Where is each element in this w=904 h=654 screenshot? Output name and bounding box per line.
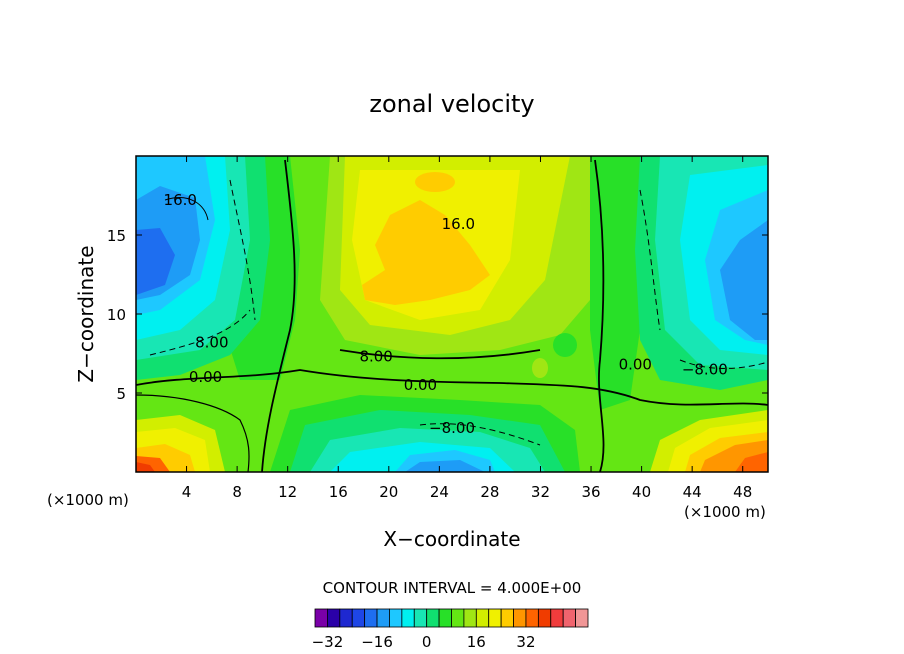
contour-line bbox=[339, 349, 541, 360]
colorbar-swatch bbox=[314, 608, 328, 628]
x-axis-label: X−coordinate bbox=[383, 527, 520, 551]
colorbar-swatch bbox=[513, 608, 527, 628]
colorbar-ticks: −32 −16 0 16 32 bbox=[312, 633, 536, 651]
colorbar-swatch bbox=[537, 608, 552, 628]
colorbar-tick-label: −32 bbox=[312, 633, 344, 651]
contour-line bbox=[261, 159, 296, 472]
contour-fill bbox=[362, 200, 490, 305]
contour-label: 0.00 bbox=[189, 368, 222, 386]
colorbar-swatch bbox=[438, 608, 452, 628]
colorbar bbox=[314, 608, 589, 628]
contour-fill bbox=[136, 228, 175, 295]
colorbar-swatch bbox=[475, 608, 490, 628]
contour-fill bbox=[735, 452, 768, 472]
contour-line bbox=[164, 197, 209, 221]
colorbar-swatch bbox=[426, 608, 440, 628]
contour-fill bbox=[720, 220, 768, 340]
contour-label: 8.00 bbox=[195, 333, 228, 351]
colorbar-swatch bbox=[525, 608, 539, 628]
contour-line bbox=[229, 179, 256, 321]
colorbar-swatch bbox=[389, 608, 403, 628]
contour-label: 0.00 bbox=[404, 376, 437, 394]
contour-label: 8.00 bbox=[359, 348, 392, 366]
x-tick-label: 28 bbox=[480, 483, 499, 501]
contour-labels: 16.0 16.0 8.00 0.00 8.00 0.00 −8.00 0.00 −8.00 bbox=[164, 191, 728, 437]
contour-fill bbox=[532, 358, 548, 378]
contour-line bbox=[419, 423, 541, 446]
colorbar-swatch bbox=[562, 608, 576, 628]
y-axis-label: Z−coordinate bbox=[74, 245, 98, 382]
contour-line bbox=[136, 369, 768, 406]
x-tick-label: 4 bbox=[182, 483, 192, 501]
x-tick-label: 36 bbox=[581, 483, 600, 501]
colorbar-swatch bbox=[463, 608, 477, 628]
contour-line bbox=[679, 359, 768, 369]
colorbar-swatch bbox=[575, 608, 589, 628]
x-tick-label: 16 bbox=[329, 483, 348, 501]
x-tick-label: 8 bbox=[232, 483, 242, 501]
colorbar-swatch bbox=[339, 608, 353, 628]
contour-label: 16.0 bbox=[442, 215, 475, 233]
y-tick-label: 5 bbox=[116, 385, 126, 403]
x-unit-left: (×1000 m) bbox=[47, 491, 129, 509]
colorbar-swatch bbox=[376, 608, 390, 628]
x-tick-label: 12 bbox=[278, 483, 297, 501]
plot-area bbox=[136, 156, 768, 472]
x-tick-label: 48 bbox=[733, 483, 752, 501]
contour-label: −8.00 bbox=[682, 360, 728, 378]
x-tick-label: 32 bbox=[531, 483, 550, 501]
contour-interval-text: CONTOUR INTERVAL = 4.000E+00 bbox=[323, 579, 582, 597]
x-tick-label: 44 bbox=[683, 483, 702, 501]
contour-fill bbox=[415, 172, 455, 192]
colorbar-swatch bbox=[327, 608, 341, 628]
colorbar-swatch bbox=[451, 608, 465, 628]
y-tick-label: 15 bbox=[107, 227, 126, 245]
colorbar-swatch bbox=[351, 608, 366, 628]
contour-line bbox=[594, 159, 605, 472]
colorbar-tick-label: −16 bbox=[361, 633, 393, 651]
y-axis-ticks: 5 10 15 bbox=[107, 227, 768, 403]
colorbar-swatch bbox=[488, 608, 502, 628]
colorbar-swatch bbox=[364, 608, 378, 628]
colorbar-swatch bbox=[413, 608, 428, 628]
colorbar-tick-label: 32 bbox=[516, 633, 535, 651]
colorbar-tick-label: 16 bbox=[467, 633, 486, 651]
contour-label: 0.00 bbox=[619, 356, 652, 374]
colorbar-swatch bbox=[500, 608, 514, 628]
contour-label: −8.00 bbox=[429, 419, 475, 437]
contour-line bbox=[149, 309, 251, 356]
contour-line bbox=[136, 394, 250, 472]
x-tick-label: 20 bbox=[379, 483, 398, 501]
colorbar-swatch bbox=[550, 608, 564, 628]
chart-title: zonal velocity bbox=[369, 90, 534, 118]
contour-fill bbox=[553, 333, 577, 357]
x-unit-right: (×1000 m) bbox=[684, 503, 766, 521]
colorbar-tick-label: 0 bbox=[422, 633, 432, 651]
contour-fill bbox=[405, 460, 485, 472]
x-axis-ticks: 4 8 12 16 20 24 28 32 36 40 44 48 bbox=[182, 156, 752, 501]
contour-line bbox=[639, 189, 661, 331]
colorbar-swatch bbox=[401, 608, 415, 628]
y-tick-label: 10 bbox=[107, 306, 126, 324]
contour-label: 16.0 bbox=[164, 191, 197, 209]
contour-fill bbox=[136, 462, 155, 472]
x-tick-label: 40 bbox=[632, 483, 651, 501]
x-tick-label: 24 bbox=[430, 483, 449, 501]
